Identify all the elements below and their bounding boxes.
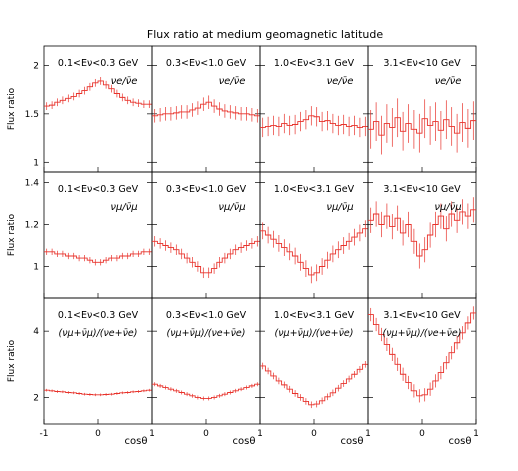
x-tick-label: 0 bbox=[95, 429, 101, 439]
series-line bbox=[152, 240, 260, 274]
y-tick-label: 1.4 bbox=[25, 179, 40, 189]
x-tick-label: 0 bbox=[311, 429, 317, 439]
x-axis-label: cosθ bbox=[125, 436, 148, 447]
energy-bin-label: 3.1<Eν<10 GeV bbox=[383, 310, 461, 321]
ratio-label: νμ/ν̄μ bbox=[218, 202, 245, 213]
y-tick-label: 1 bbox=[33, 158, 39, 168]
axis-labels: Flux ratio 1 1.5 2 Flux ratio 1 1.2 1.4 Flux rat… bbox=[7, 61, 479, 447]
y-tick-label: 1 bbox=[33, 263, 39, 273]
ratio-label: νe/ν̄e bbox=[111, 76, 138, 87]
y-axis-label: Flux ratio bbox=[7, 87, 17, 130]
panel-r2-c4: 3.1<Eν<10 GeV νμ/ν̄μ bbox=[367, 171, 477, 299]
panel-r1-c4: 3.1<Eν<10 GeV νe/ν̄e bbox=[367, 45, 477, 173]
series-line bbox=[44, 251, 152, 263]
series-line bbox=[44, 389, 152, 396]
x-tick-label: 0 bbox=[419, 429, 425, 439]
panel-r1-c1: 0.1<Eν<0.3 GeV νe/ν̄e bbox=[43, 45, 153, 173]
x-tick-label: 1 bbox=[365, 429, 371, 439]
x-tick-label: 1 bbox=[149, 429, 155, 439]
energy-bin-label: 0.1<Eν<0.3 GeV bbox=[58, 310, 139, 321]
y-tick-label: 2 bbox=[33, 393, 39, 403]
series-line bbox=[260, 228, 368, 276]
ratio-label: νμ/ν̄μ bbox=[434, 202, 461, 213]
series-line bbox=[368, 209, 476, 257]
panel-r1-c2: 0.3<Eν<1.0 GeV νe/ν̄e bbox=[151, 45, 261, 173]
panel-r3-c2: 0.3<Eν<1.0 GeV (νμ+ν̄μ)/(νe+ν̄e) bbox=[151, 297, 261, 425]
energy-bin-label: 0.3<Eν<1.0 GeV bbox=[166, 184, 247, 195]
series-line bbox=[44, 80, 152, 107]
ratio-label: νμ/ν̄μ bbox=[326, 202, 353, 213]
energy-bin-label: 0.3<Eν<1.0 GeV bbox=[166, 58, 247, 69]
panel-r2-c2: 0.3<Eν<1.0 GeV νμ/ν̄μ bbox=[151, 171, 261, 299]
x-axis-label: cosθ bbox=[341, 436, 364, 447]
x-tick-label: 1 bbox=[473, 429, 479, 439]
energy-bin-label: 1.0<Eν<3.1 GeV bbox=[274, 184, 355, 195]
panel-grid: 0.1<Eν<0.3 GeV νe/ν̄e 0.3<Eν<1.0 GeV νe/ν̄e… bbox=[43, 45, 477, 425]
panel-r3-c1: 0.1<Eν<0.3 GeV (νμ+ν̄μ)/(νe+ν̄e) bbox=[43, 297, 153, 425]
x-axis-label: cosθ bbox=[449, 436, 472, 447]
x-tick-label: 0 bbox=[203, 429, 209, 439]
energy-bin-label: 3.1<Eν<10 GeV bbox=[383, 184, 461, 195]
ratio-label: (νμ+ν̄μ)/(νe+ν̄e) bbox=[59, 328, 138, 339]
panel-r2-c1: 0.1<Eν<0.3 GeV νμ/ν̄μ bbox=[43, 171, 153, 299]
ratio-label: (νμ+ν̄μ)/(νe+ν̄e) bbox=[383, 328, 462, 339]
ratio-label: (νμ+ν̄μ)/(νe+ν̄e) bbox=[167, 328, 246, 339]
ratio-label: νμ/ν̄μ bbox=[110, 202, 137, 213]
x-tick-label: 1 bbox=[257, 429, 263, 439]
panel-r3-c4: 3.1<Eν<10 GeV (νμ+ν̄μ)/(νe+ν̄e) bbox=[367, 297, 477, 425]
energy-bin-label: 1.0<Eν<3.1 GeV bbox=[274, 58, 355, 69]
y-axis-label: Flux ratio bbox=[7, 339, 17, 382]
series-line bbox=[260, 363, 368, 406]
y-tick-label: 1.2 bbox=[25, 221, 39, 231]
series-line bbox=[368, 312, 476, 397]
ratio-label: νe/ν̄e bbox=[327, 76, 354, 87]
y-tick-label: 2 bbox=[33, 61, 39, 71]
panel-r2-c3: 1.0<Eν<3.1 GeV νμ/ν̄μ bbox=[259, 171, 369, 299]
series-line bbox=[152, 383, 260, 399]
y-axis-label: Flux ratio bbox=[7, 213, 17, 256]
series-line bbox=[368, 117, 476, 136]
panel-r3-c3: 1.0<Eν<3.1 GeV (νμ+ν̄μ)/(νe+ν̄e) bbox=[259, 297, 369, 425]
energy-bin-label: 1.0<Eν<3.1 GeV bbox=[274, 310, 355, 321]
series-line bbox=[260, 115, 368, 128]
x-axis-label: cosθ bbox=[233, 436, 256, 447]
energy-bin-label: 3.1<Eν<10 GeV bbox=[383, 58, 461, 69]
energy-bin-label: 0.1<Eν<0.3 GeV bbox=[58, 58, 139, 69]
ratio-label: (νμ+ν̄μ)/(νe+ν̄e) bbox=[275, 328, 354, 339]
x-tick-label: -1 bbox=[40, 429, 49, 439]
ratio-label: νe/ν̄e bbox=[219, 76, 246, 87]
energy-bin-label: 0.1<Eν<0.3 GeV bbox=[58, 184, 139, 195]
y-tick-label: 4 bbox=[33, 327, 39, 337]
energy-bin-label: 0.3<Eν<1.0 GeV bbox=[166, 310, 247, 321]
ratio-label: νe/ν̄e bbox=[435, 76, 462, 87]
chart-title: Flux ratio at medium geomagnetic latitud… bbox=[147, 28, 383, 41]
y-tick-label: 1.5 bbox=[25, 110, 39, 120]
panel-r1-c3: 1.0<Eν<3.1 GeV νe/ν̄e bbox=[259, 45, 369, 173]
series-line bbox=[152, 101, 260, 117]
